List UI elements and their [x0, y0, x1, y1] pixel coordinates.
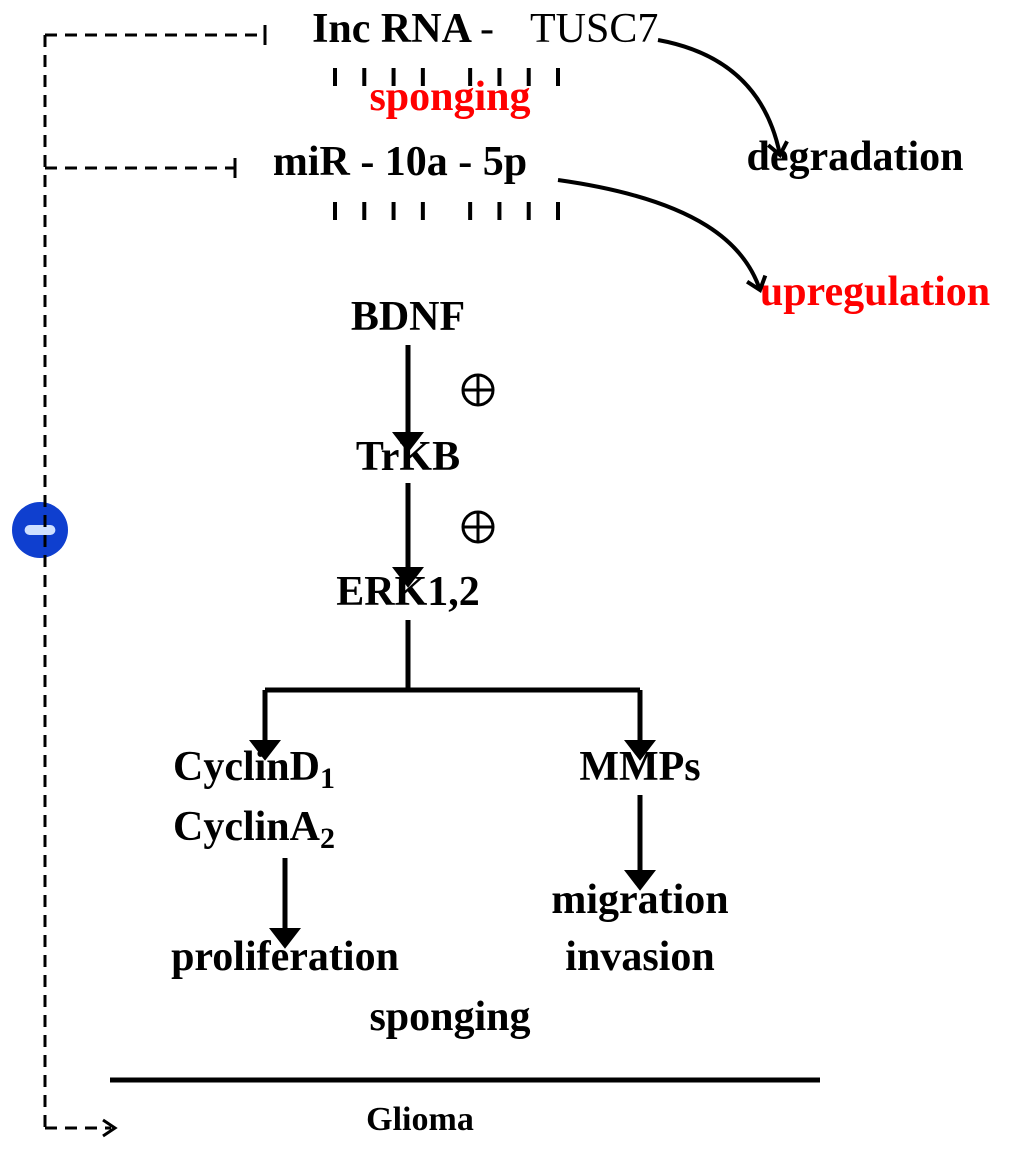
- incrna: Inc RNA: [312, 6, 473, 52]
- glioma: Glioma: [366, 1101, 474, 1138]
- cyclina2: CyclinA2: [173, 804, 335, 855]
- arrow-mir-upregulation: [558, 180, 760, 290]
- bdnf: BDNF: [351, 294, 465, 340]
- tusc7: TUSC7: [530, 6, 658, 52]
- mir: miR - 10a - 5p: [273, 139, 527, 185]
- upregulation: upregulation: [760, 269, 990, 315]
- invasion: invasion: [565, 934, 714, 980]
- degradation: degradation: [746, 134, 963, 180]
- sponging2: sponging: [369, 994, 530, 1040]
- dash1: -: [480, 6, 494, 52]
- cyclind1: CyclinD1: [173, 744, 335, 795]
